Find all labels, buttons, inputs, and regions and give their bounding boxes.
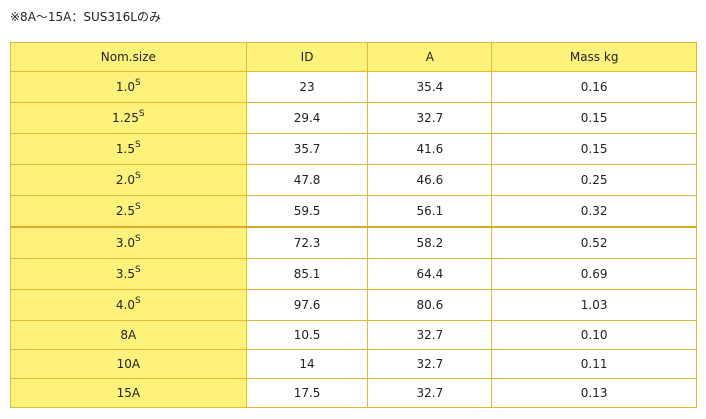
table-row: 1.25S 29.4 32.7 0.15 <box>10 102 697 134</box>
cell-mass: 0.52 <box>491 226 697 259</box>
table-row: 3.0S 72.3 58.2 0.52 <box>10 226 697 259</box>
size-superscript: S <box>135 234 141 244</box>
table-row: 2.5S 59.5 56.1 0.32 <box>10 195 697 228</box>
cell-id: 14 <box>245 349 369 379</box>
size-value: 2.5 <box>115 204 136 218</box>
table-row: 4.0S 97.6 80.6 1.03 <box>10 289 697 321</box>
size-value: 3.0 <box>115 236 136 250</box>
cell-mass: 0.15 <box>491 133 697 165</box>
cell-nom-size: 1.0S <box>10 71 247 103</box>
cell-id: 72.3 <box>245 226 369 259</box>
cell-mass: 0.11 <box>491 349 697 379</box>
header-mass: Mass kg <box>491 42 697 72</box>
header-nom-size: Nom.size <box>10 42 247 72</box>
size-superscript: S <box>135 140 141 150</box>
cell-id: 17.5 <box>245 378 369 408</box>
size-value: 3.5 <box>115 267 136 281</box>
size-superscript: S <box>135 296 141 306</box>
size-value: 1.25 <box>112 111 139 125</box>
size-superscript: S <box>135 78 141 88</box>
cell-id: 85.1 <box>245 258 369 290</box>
cell-a: 32.7 <box>367 378 493 408</box>
size-value: 1.5 <box>115 142 136 156</box>
size-value: 1.0 <box>115 80 136 94</box>
size-superscript: S <box>135 202 141 212</box>
cell-a: 56.1 <box>367 195 493 228</box>
cell-a: 80.6 <box>367 289 493 321</box>
cell-id: 35.7 <box>245 133 369 165</box>
cell-nom-size: 10A <box>10 349 247 379</box>
size-value: 10A <box>116 357 141 371</box>
cell-nom-size: 8A <box>10 320 247 350</box>
cell-nom-size: 4.0S <box>10 289 247 321</box>
table-row: 2.0S 47.8 46.6 0.25 <box>10 164 697 196</box>
size-value: 4.0 <box>115 298 136 312</box>
cell-nom-size: 1.25S <box>10 102 247 134</box>
cell-id: 59.5 <box>245 195 369 228</box>
cell-mass: 0.16 <box>491 71 697 103</box>
cell-a: 64.4 <box>367 258 493 290</box>
size-superscript: S <box>135 171 141 181</box>
header-id: ID <box>245 42 369 72</box>
cell-nom-size: 2.0S <box>10 164 247 196</box>
table-row: 3.5S 85.1 64.4 0.69 <box>10 258 697 290</box>
size-superscript: S <box>135 265 141 275</box>
cell-nom-size: 3.5S <box>10 258 247 290</box>
size-value: 15A <box>116 386 141 400</box>
cell-a: 32.7 <box>367 349 493 379</box>
table-row: 15A 17.5 32.7 0.13 <box>10 378 697 408</box>
cell-mass: 0.32 <box>491 195 697 228</box>
size-superscript: S <box>138 109 145 119</box>
cell-a: 32.7 <box>367 102 493 134</box>
cell-nom-size: 1.5S <box>10 133 247 165</box>
table-row: 1.5S 35.7 41.6 0.15 <box>10 133 697 165</box>
cell-id: 23 <box>245 71 369 103</box>
cell-mass: 0.69 <box>491 258 697 290</box>
cell-id: 97.6 <box>245 289 369 321</box>
cell-mass: 0.10 <box>491 320 697 350</box>
cell-mass: 1.03 <box>491 289 697 321</box>
table-row: 1.0S 23 35.4 0.16 <box>10 71 697 103</box>
cell-nom-size: 2.5S <box>10 195 247 228</box>
material-note: ※8A～15A：SUS316Lのみ <box>10 10 161 24</box>
cell-mass: 0.13 <box>491 378 697 408</box>
cell-id: 29.4 <box>245 102 369 134</box>
cell-id: 10.5 <box>245 320 369 350</box>
table-row: 8A 10.5 32.7 0.10 <box>10 320 697 350</box>
cell-mass: 0.15 <box>491 102 697 134</box>
cell-a: 41.6 <box>367 133 493 165</box>
size-table: Nom.size ID A Mass kg 1.0S 23 35.4 0.16 1.25… <box>10 42 697 408</box>
cell-mass: 0.25 <box>491 164 697 196</box>
cell-nom-size: 3.0S <box>10 226 247 259</box>
cell-nom-size: 15A <box>10 378 247 408</box>
cell-a: 58.2 <box>367 226 493 259</box>
table-header-row: Nom.size ID A Mass kg <box>10 42 697 72</box>
cell-a: 32.7 <box>367 320 493 350</box>
table-row: 10A 14 32.7 0.11 <box>10 349 697 379</box>
cell-id: 47.8 <box>245 164 369 196</box>
cell-a: 35.4 <box>367 71 493 103</box>
header-a: A <box>367 42 493 72</box>
cell-a: 46.6 <box>367 164 493 196</box>
size-value: 2.0 <box>115 173 136 187</box>
size-value: 8A <box>120 328 137 342</box>
